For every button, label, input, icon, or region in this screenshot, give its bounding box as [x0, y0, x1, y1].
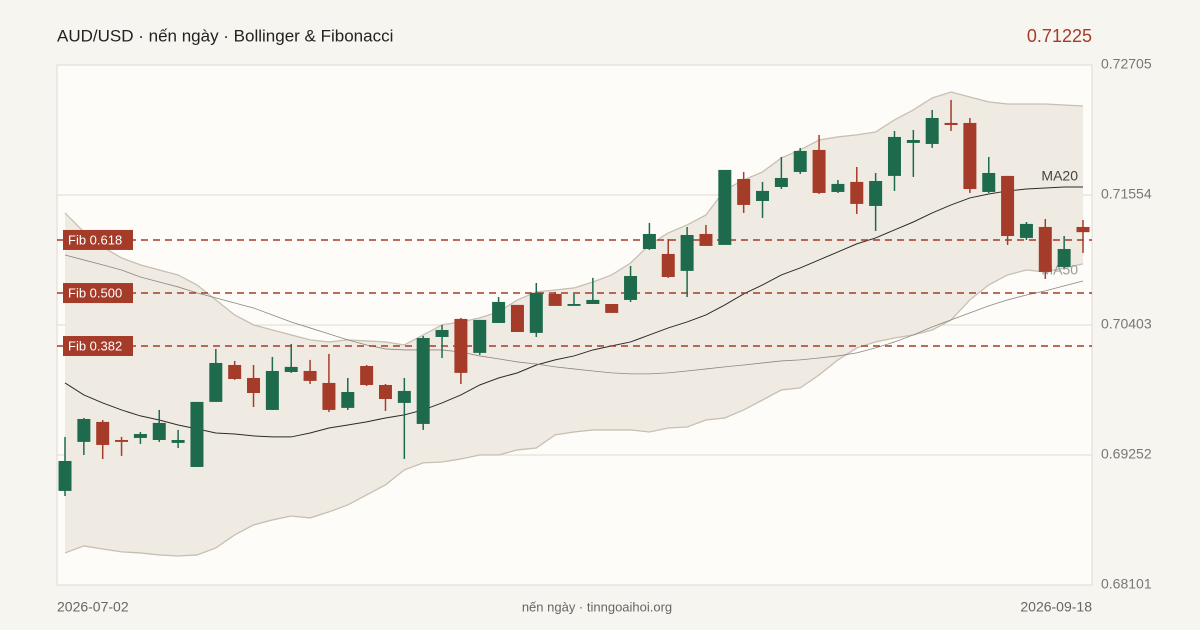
- band-fill: [65, 91, 1083, 556]
- candle-body: [887, 136, 901, 176]
- candle-body: [209, 362, 223, 402]
- candle-body: [133, 433, 147, 438]
- fib-label-bg: [63, 336, 133, 357]
- candle-body: [586, 299, 600, 304]
- candle-body: [58, 460, 72, 491]
- footer: nến ngày · tinngoaihoi.org: [522, 599, 672, 614]
- y-tick-label: 0.69252: [1101, 446, 1152, 462]
- candle-body: [473, 319, 487, 353]
- candle-body: [303, 370, 317, 381]
- candle-body: [661, 253, 675, 277]
- candle-body: [228, 364, 242, 379]
- x-tick-label: 2026-09-18: [1020, 599, 1092, 615]
- candle-body: [793, 150, 807, 172]
- y-tick-label: 0.72705: [1101, 56, 1152, 72]
- candle-body: [1001, 175, 1015, 236]
- candle-body: [360, 365, 374, 385]
- x-tick-label: 2026-07-02: [57, 599, 129, 615]
- candle-body: [190, 401, 204, 467]
- ma-label: MA20: [1041, 168, 1078, 184]
- candle-body: [152, 422, 166, 440]
- candle-body: [812, 149, 826, 193]
- candle-body: [831, 183, 845, 192]
- chart-title: AUD/USD · nến ngày · Bollinger & Fibonac…: [57, 26, 393, 45]
- candle-body: [77, 418, 91, 442]
- candle-body: [605, 303, 619, 313]
- candle-body: [510, 304, 524, 333]
- candle-body: [284, 366, 298, 372]
- y-tick-label: 0.68101: [1101, 576, 1152, 592]
- candle-body: [680, 234, 694, 271]
- candle-body: [1057, 248, 1071, 267]
- candle-body: [529, 292, 543, 333]
- fib-label-bg: [63, 229, 133, 250]
- candle-body: [378, 384, 392, 399]
- candle-body: [624, 275, 638, 300]
- candle-body: [1038, 226, 1052, 272]
- candle-body: [982, 172, 996, 192]
- candle-body: [642, 233, 656, 249]
- y-tick-label: 0.71554: [1101, 186, 1152, 202]
- candle-body: [944, 122, 958, 125]
- candle-body: [341, 391, 355, 408]
- candle-body: [718, 169, 732, 245]
- band-upper: [64, 91, 1084, 346]
- candle-body: [963, 122, 977, 190]
- candle-body: [171, 439, 185, 443]
- candle-body: [1019, 223, 1033, 238]
- candle-body: [737, 178, 751, 205]
- candle-body: [850, 181, 864, 204]
- candle-body: [397, 390, 411, 403]
- candle-body: [756, 190, 770, 201]
- candle-body: [96, 421, 110, 445]
- candle-body: [906, 139, 920, 143]
- candle-body: [454, 318, 468, 373]
- candle-body: [567, 303, 581, 306]
- candle-body: [492, 301, 506, 323]
- fib-label: Fib 0.500: [68, 285, 122, 300]
- ma-line: [64, 254, 1084, 375]
- ma-line: [64, 186, 1083, 438]
- fib-label: Fib 0.382: [68, 338, 122, 353]
- candle-body: [1076, 226, 1090, 233]
- candle-body: [548, 293, 562, 306]
- candle-body: [774, 177, 788, 187]
- last-price: 0.71225: [1027, 26, 1092, 46]
- candle-body: [699, 233, 713, 246]
- candle-body: [416, 337, 430, 424]
- candle-body: [322, 382, 336, 410]
- candle-body: [115, 439, 129, 442]
- fib-label: Fib 0.618: [68, 232, 122, 247]
- candle-body: [869, 180, 883, 206]
- candle-body: [435, 329, 449, 337]
- candle-body: [265, 370, 279, 410]
- candle-body: [925, 117, 939, 144]
- fib-label-bg: [63, 283, 133, 304]
- y-tick-label: 0.70403: [1101, 316, 1152, 332]
- candle-body: [247, 377, 261, 393]
